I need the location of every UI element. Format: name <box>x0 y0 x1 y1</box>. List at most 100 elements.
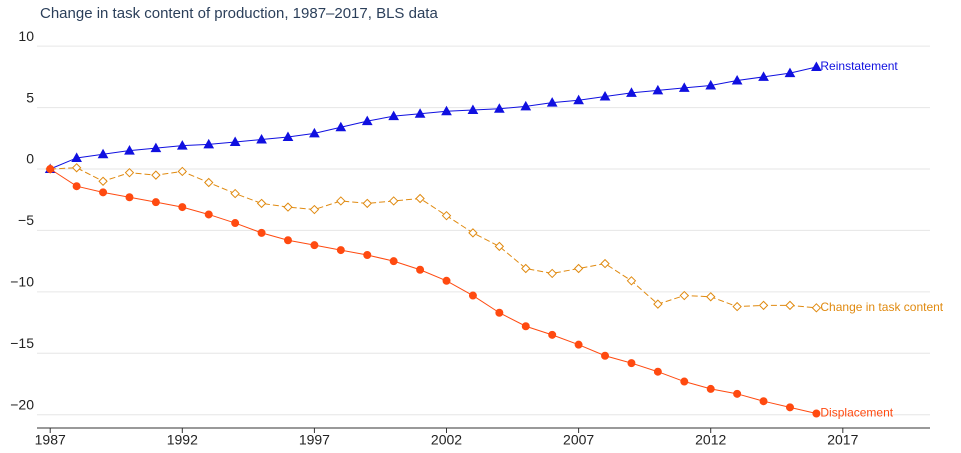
marker <box>282 131 294 142</box>
y-tick-label: −10 <box>10 274 34 290</box>
marker <box>416 265 425 274</box>
marker <box>415 193 425 204</box>
marker <box>521 263 531 274</box>
marker <box>229 136 241 146</box>
marker <box>309 204 320 215</box>
x-tick-label: 1997 <box>299 432 330 448</box>
marker <box>176 140 188 150</box>
marker <box>203 138 215 149</box>
marker <box>626 87 637 97</box>
marker <box>626 276 637 286</box>
marker <box>388 110 400 121</box>
marker <box>99 188 108 197</box>
marker <box>758 71 769 81</box>
marker <box>151 198 160 207</box>
marker <box>599 90 611 101</box>
marker <box>71 163 82 173</box>
marker <box>706 292 716 302</box>
y-tick-label: −5 <box>18 212 34 228</box>
marker <box>627 359 636 368</box>
x-tick-label: 2017 <box>827 432 858 448</box>
marker <box>467 104 479 115</box>
marker <box>785 403 794 412</box>
marker <box>336 196 346 206</box>
marker <box>363 251 372 259</box>
chart-title: Change in task content of production, 19… <box>40 5 438 22</box>
marker <box>310 241 319 250</box>
marker <box>230 188 240 199</box>
marker <box>441 105 452 116</box>
marker <box>680 377 689 386</box>
marker <box>678 82 690 92</box>
marker <box>125 193 134 202</box>
marker <box>495 308 504 317</box>
marker <box>494 241 505 252</box>
marker <box>71 152 82 162</box>
marker <box>336 246 345 255</box>
x-tick-label: 1987 <box>35 432 66 448</box>
marker <box>653 299 663 309</box>
marker <box>231 219 240 228</box>
marker <box>705 79 717 90</box>
y-tick-label: −20 <box>10 396 34 412</box>
y-tick-label: −15 <box>10 335 34 351</box>
marker <box>389 257 398 266</box>
marker <box>468 291 477 300</box>
marker <box>653 367 662 376</box>
x-tick-label: 2007 <box>563 432 594 448</box>
marker <box>493 103 505 113</box>
marker <box>335 121 347 132</box>
marker <box>204 210 213 219</box>
marker <box>150 142 162 153</box>
marker <box>414 108 426 118</box>
marker <box>97 148 109 159</box>
marker <box>46 165 55 173</box>
marker <box>811 61 822 72</box>
marker <box>283 236 292 245</box>
marker <box>758 300 769 311</box>
marker <box>388 196 399 206</box>
marker <box>309 127 320 138</box>
line-label: Displacement <box>820 406 893 420</box>
marker <box>573 263 584 274</box>
marker <box>256 198 267 209</box>
marker <box>812 409 821 418</box>
x-tick-label: 2012 <box>695 432 726 448</box>
marker <box>520 100 532 111</box>
marker <box>521 322 530 331</box>
marker <box>547 268 557 279</box>
line <box>50 167 817 309</box>
marker <box>204 177 214 188</box>
y-tick-label: 0 <box>26 151 34 167</box>
marker <box>362 198 372 209</box>
marker <box>124 167 135 178</box>
marker <box>573 94 584 105</box>
line-label: Change in task content <box>820 300 943 314</box>
marker <box>283 202 293 212</box>
marker <box>652 84 664 95</box>
marker <box>442 276 451 285</box>
marker <box>548 330 557 339</box>
marker <box>811 303 822 313</box>
marker <box>72 182 81 191</box>
y-tick-label: 5 <box>26 89 34 105</box>
marker <box>732 301 742 312</box>
marker <box>784 67 796 78</box>
line <box>50 66 817 170</box>
marker <box>785 300 795 311</box>
marker <box>679 290 690 301</box>
marker <box>178 203 187 212</box>
marker <box>124 145 135 155</box>
x-tick-label: 1992 <box>167 432 198 448</box>
marker <box>546 97 558 107</box>
marker <box>468 228 478 238</box>
marker <box>177 166 188 177</box>
marker <box>706 384 715 393</box>
marker <box>600 258 610 269</box>
marker <box>151 170 161 180</box>
marker <box>361 115 373 126</box>
marker <box>759 397 768 406</box>
marker <box>256 133 267 144</box>
y-tick-label: 10 <box>18 28 34 44</box>
